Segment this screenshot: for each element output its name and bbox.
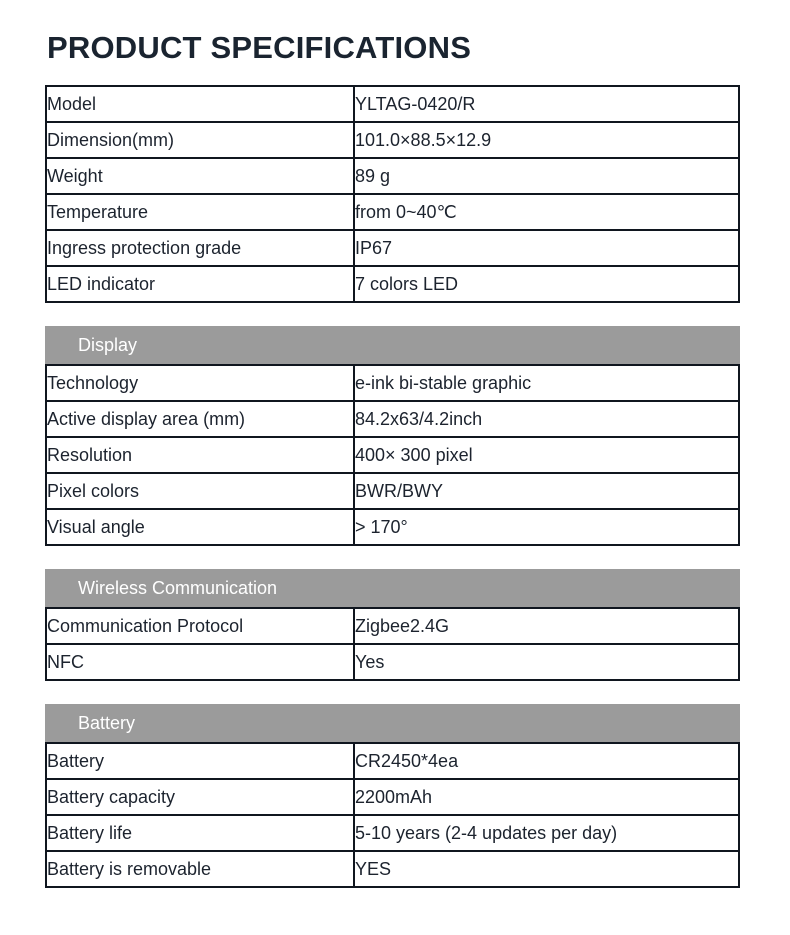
spec-table: Technology e-ink bi-stable graphic Active … bbox=[45, 364, 740, 546]
spec-label-cell: Temperature bbox=[45, 193, 355, 231]
spec-label-cell: Battery life bbox=[45, 814, 355, 852]
spec-value-cell: 5-10 years (2-4 updates per day) bbox=[353, 814, 740, 852]
spec-table: Communication Protocol Zigbee2.4G NFC Yes bbox=[45, 607, 740, 681]
spec-section: Model YLTAG-0420/R Dimension(mm) 101.0×88.5… bbox=[45, 85, 740, 303]
spec-value-cell: 2200mAh bbox=[353, 778, 740, 816]
spec-value-cell: Zigbee2.4G bbox=[353, 607, 740, 645]
table-row: Dimension(mm) 101.0×88.5×12.9 bbox=[45, 121, 740, 159]
spec-section: Wireless Communication Communication Prot… bbox=[45, 569, 740, 681]
spec-value-cell: CR2450*4ea bbox=[353, 742, 740, 780]
table-row: Resolution 400× 300 pixel bbox=[45, 436, 740, 474]
spec-label-cell: Communication Protocol bbox=[45, 607, 355, 645]
table-row: Battery life 5-10 years (2-4 updates per … bbox=[45, 814, 740, 852]
table-row: Communication Protocol Zigbee2.4G bbox=[45, 607, 740, 645]
spec-label-cell: Resolution bbox=[45, 436, 355, 474]
spec-sections: Model YLTAG-0420/R Dimension(mm) 101.0×88.5… bbox=[45, 85, 740, 888]
section-header: Wireless Communication bbox=[45, 569, 740, 607]
spec-label-cell: Pixel colors bbox=[45, 472, 355, 510]
spec-value-cell: 101.0×88.5×12.9 bbox=[353, 121, 740, 159]
spec-label-cell: LED indicator bbox=[45, 265, 355, 303]
table-row: Weight 89 g bbox=[45, 157, 740, 195]
spec-label-cell: Weight bbox=[45, 157, 355, 195]
table-row: Technology e-ink bi-stable graphic bbox=[45, 364, 740, 402]
spec-label-cell: Dimension(mm) bbox=[45, 121, 355, 159]
spec-label-cell: Ingress protection grade bbox=[45, 229, 355, 267]
table-row: Temperature from 0~40℃ bbox=[45, 193, 740, 231]
section-header: Display bbox=[45, 326, 740, 364]
spec-value-cell: YES bbox=[353, 850, 740, 888]
spec-value-cell: Yes bbox=[353, 643, 740, 681]
table-row: LED indicator 7 colors LED bbox=[45, 265, 740, 303]
table-row: Battery capacity 2200mAh bbox=[45, 778, 740, 816]
table-row: Battery CR2450*4ea bbox=[45, 742, 740, 780]
spec-label-cell: Battery capacity bbox=[45, 778, 355, 816]
spec-label-cell: Battery bbox=[45, 742, 355, 780]
spec-value-cell: IP67 bbox=[353, 229, 740, 267]
table-row: NFC Yes bbox=[45, 643, 740, 681]
spec-label-cell: Active display area (mm) bbox=[45, 400, 355, 438]
spec-label-cell: Visual angle bbox=[45, 508, 355, 546]
section-header: Battery bbox=[45, 704, 740, 742]
table-row: Ingress protection grade IP67 bbox=[45, 229, 740, 267]
spec-label-cell: Model bbox=[45, 85, 355, 123]
spec-label-cell: Technology bbox=[45, 364, 355, 402]
spec-value-cell: YLTAG-0420/R bbox=[353, 85, 740, 123]
table-row: Model YLTAG-0420/R bbox=[45, 85, 740, 123]
spec-table: Model YLTAG-0420/R Dimension(mm) 101.0×88.5… bbox=[45, 85, 740, 303]
spec-value-cell: BWR/BWY bbox=[353, 472, 740, 510]
spec-label-cell: NFC bbox=[45, 643, 355, 681]
spec-section: Battery Battery CR2450*4ea Battery capacity… bbox=[45, 704, 740, 888]
spec-value-cell: from 0~40℃ bbox=[353, 193, 740, 231]
spec-value-cell: 89 g bbox=[353, 157, 740, 195]
spec-value-cell: > 170° bbox=[353, 508, 740, 546]
table-row: Active display area (mm) 84.2x63/4.2inch bbox=[45, 400, 740, 438]
spec-section: Display Technology e-ink bi-stable graphic… bbox=[45, 326, 740, 546]
spec-value-cell: e-ink bi-stable graphic bbox=[353, 364, 740, 402]
table-row: Battery is removable YES bbox=[45, 850, 740, 888]
spec-value-cell: 400× 300 pixel bbox=[353, 436, 740, 474]
table-row: Pixel colors BWR/BWY bbox=[45, 472, 740, 510]
spec-table: Battery CR2450*4ea Battery capacity 2200mAh… bbox=[45, 742, 740, 888]
table-row: Visual angle > 170° bbox=[45, 508, 740, 546]
spec-value-cell: 7 colors LED bbox=[353, 265, 740, 303]
page-title: PRODUCT SPECIFICATIONS bbox=[47, 30, 472, 65]
spec-value-cell: 84.2x63/4.2inch bbox=[353, 400, 740, 438]
spec-label-cell: Battery is removable bbox=[45, 850, 355, 888]
